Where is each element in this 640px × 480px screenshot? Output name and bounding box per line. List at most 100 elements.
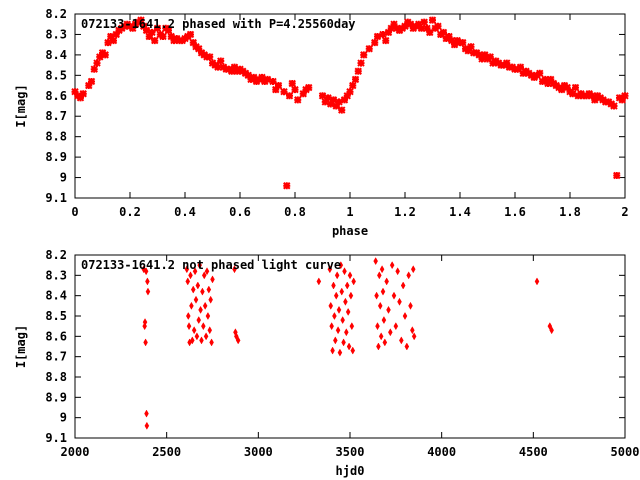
- data-point: [283, 182, 291, 190]
- data-point: [379, 265, 385, 274]
- data-point: [621, 92, 629, 100]
- data-point: [349, 322, 355, 331]
- data-point: [195, 281, 201, 290]
- x-tick-label: 1.8: [559, 205, 581, 219]
- data-point: [318, 92, 327, 100]
- data-point: [610, 102, 618, 110]
- data-point: [189, 38, 197, 47]
- data-point: [186, 322, 192, 331]
- data-point: [107, 32, 115, 41]
- data-point: [467, 43, 475, 51]
- data-point: [377, 271, 382, 280]
- data-point: [329, 96, 338, 104]
- data-point: [330, 346, 335, 355]
- y-tick-label: 9.1: [45, 431, 67, 445]
- y-tick-label: 8.8: [45, 370, 67, 384]
- data-point: [410, 326, 415, 335]
- data-point: [389, 261, 395, 270]
- data-point: [316, 277, 322, 286]
- x-axis-label: hjd0: [336, 464, 365, 478]
- data-point: [376, 342, 381, 351]
- y-tick-label: 8.2: [45, 248, 67, 262]
- chart-title: 072133-1641.2 phased with P=4.25560day: [81, 17, 356, 31]
- data-point: [569, 90, 577, 98]
- y-tick-label: 8.4: [45, 48, 67, 62]
- data-point: [250, 73, 258, 82]
- data-point: [384, 277, 389, 286]
- data-point: [206, 53, 214, 61]
- data-point: [214, 63, 222, 71]
- data-point: [207, 326, 213, 335]
- data-point: [503, 59, 511, 67]
- data-point: [104, 38, 112, 47]
- data-point: [428, 16, 437, 24]
- data-point: [327, 265, 333, 274]
- y-tick-label: 8.3: [45, 27, 67, 41]
- data-point: [192, 267, 198, 276]
- data-point: [347, 271, 353, 280]
- data-point: [351, 277, 356, 286]
- data-point: [340, 96, 349, 104]
- y-tick-label: 9.1: [45, 191, 67, 205]
- data-point: [404, 342, 410, 351]
- data-point: [190, 336, 195, 345]
- data-point: [186, 311, 191, 321]
- data-point: [591, 96, 599, 104]
- data-point: [410, 265, 416, 274]
- data-point: [235, 336, 241, 345]
- x-tick-label: 0.2: [119, 205, 141, 219]
- data-point: [144, 409, 149, 418]
- data-point: [144, 421, 150, 430]
- data-point: [230, 63, 239, 71]
- data-point: [341, 338, 346, 347]
- data-point: [205, 311, 211, 321]
- data-point: [208, 295, 213, 304]
- data-point: [390, 20, 398, 28]
- data-point: [402, 311, 408, 321]
- data-point: [547, 75, 555, 84]
- data-point: [206, 285, 212, 294]
- data-point: [142, 322, 147, 331]
- data-point: [481, 51, 489, 59]
- data-point: [184, 265, 190, 274]
- data-point: [269, 77, 277, 86]
- data-point: [558, 85, 566, 94]
- data-point: [334, 271, 340, 280]
- data-point: [549, 326, 554, 335]
- data-point: [153, 24, 162, 33]
- data-point: [563, 83, 571, 92]
- data-point: [384, 28, 393, 37]
- chart-title: 072133-1641.2 not phased light curve: [81, 258, 341, 272]
- data-point: [209, 338, 214, 347]
- data-point: [143, 267, 149, 276]
- data-point: [79, 90, 87, 98]
- data-point: [101, 51, 109, 59]
- data-point: [143, 338, 148, 347]
- data-point: [475, 51, 483, 59]
- data-point: [371, 38, 379, 47]
- data-point: [374, 291, 379, 300]
- y-tick-label: 9: [60, 171, 67, 185]
- data-point: [190, 285, 196, 294]
- x-tick-label: 3500: [336, 445, 365, 459]
- data-point: [87, 77, 96, 86]
- data-point: [140, 22, 148, 30]
- data-point: [324, 94, 332, 102]
- data-point: [202, 301, 208, 310]
- data-point: [340, 316, 345, 325]
- data-point: [335, 98, 343, 106]
- data-point: [354, 67, 362, 75]
- data-point: [145, 287, 151, 296]
- data-point: [365, 45, 373, 53]
- data-point: [386, 305, 391, 314]
- data-point: [327, 100, 335, 108]
- data-point: [244, 71, 252, 80]
- data-point: [516, 63, 525, 71]
- data-point: [536, 69, 544, 77]
- data-point: [191, 326, 197, 335]
- data-point: [351, 75, 360, 84]
- data-point: [360, 51, 368, 59]
- data-point: [332, 102, 340, 110]
- data-point: [193, 295, 199, 304]
